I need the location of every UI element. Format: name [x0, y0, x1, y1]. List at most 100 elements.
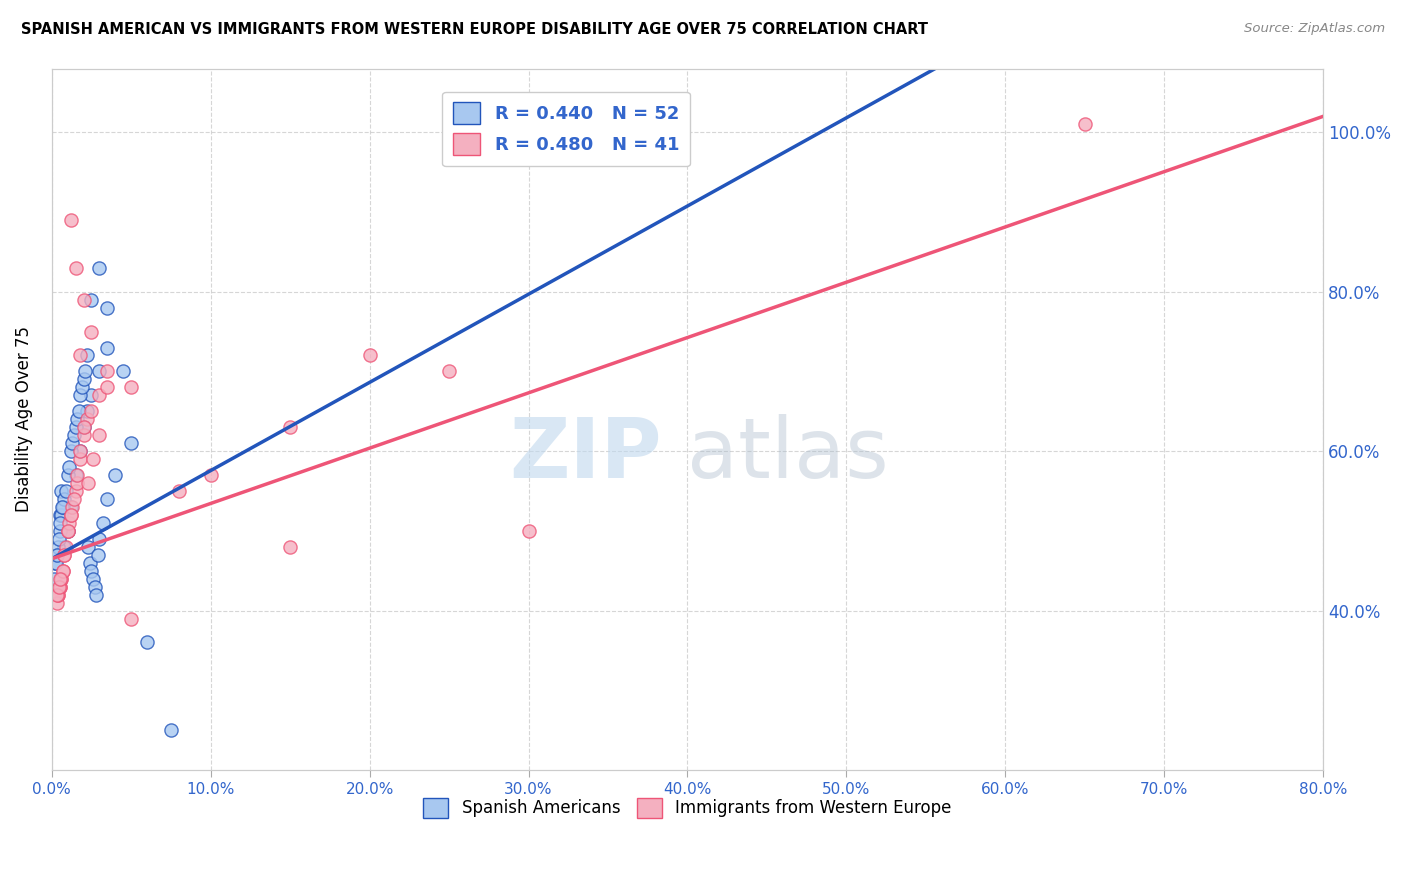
Point [70, 380, 93, 394]
Point [59, 213, 82, 227]
Legend: Spanish Americans, Immigrants from Western Europe: Spanish Americans, Immigrants from Weste… [416, 791, 959, 825]
Point [59, 508, 82, 522]
Point [87, 548, 110, 562]
Point [80, 564, 103, 578]
Point [96, 491, 118, 506]
Point [69, 444, 91, 458]
Point [59, 508, 82, 522]
Point [66, 476, 89, 491]
Point [120, 436, 142, 450]
Point [200, 468, 222, 483]
Point [72, 428, 94, 442]
Point [53, 540, 76, 554]
Point [44, 556, 66, 570]
Point [52, 564, 75, 578]
Point [56, 524, 79, 538]
Point [48, 580, 70, 594]
Point [89, 532, 111, 546]
Point [72, 372, 94, 386]
Point [46, 588, 69, 602]
Point [120, 611, 142, 625]
Point [96, 364, 118, 378]
Point [53, 491, 76, 506]
Point [82, 572, 104, 586]
Point [82, 452, 104, 467]
Point [51, 508, 73, 522]
Point [517, 524, 540, 538]
Point [77, 540, 100, 554]
Point [45, 596, 67, 610]
Point [83, 580, 105, 594]
Point [48, 508, 70, 522]
Point [62, 436, 84, 450]
Point [59, 444, 82, 458]
Point [75, 364, 97, 378]
Point [65, 468, 87, 483]
Point [69, 452, 91, 467]
Point [51, 483, 73, 498]
Point [63, 428, 86, 442]
Point [120, 380, 142, 394]
Point [53, 548, 76, 562]
Y-axis label: Disability Age Over 75: Disability Age Over 75 [15, 326, 32, 512]
Point [84, 588, 107, 602]
Point [76, 412, 98, 426]
Point [51, 500, 73, 514]
Point [80, 293, 103, 307]
Point [80, 388, 103, 402]
Point [56, 524, 79, 538]
Point [91, 516, 114, 530]
Point [52, 564, 75, 578]
Point [51, 572, 73, 586]
Point [72, 420, 94, 434]
Point [44, 572, 66, 586]
Point [80, 404, 103, 418]
Point [46, 588, 69, 602]
Point [48, 524, 70, 538]
Point [167, 483, 190, 498]
Point [72, 420, 94, 434]
Point [65, 420, 87, 434]
Text: atlas: atlas [688, 414, 889, 495]
Point [89, 260, 111, 275]
Point [77, 476, 100, 491]
Point [45, 548, 67, 562]
Point [53, 548, 76, 562]
Point [56, 468, 79, 483]
Point [160, 723, 183, 738]
Point [96, 380, 118, 394]
Point [55, 483, 77, 498]
Point [278, 420, 301, 434]
Point [136, 635, 159, 649]
Point [66, 468, 89, 483]
Point [48, 580, 70, 594]
Point [79, 556, 101, 570]
Point [56, 524, 79, 538]
Point [52, 500, 75, 514]
Text: Source: ZipAtlas.com: Source: ZipAtlas.com [1244, 22, 1385, 36]
Point [66, 412, 89, 426]
Point [58, 460, 80, 475]
Point [89, 428, 111, 442]
Point [65, 260, 87, 275]
Point [59, 500, 82, 514]
Point [89, 364, 111, 378]
Point [58, 516, 80, 530]
Point [112, 364, 135, 378]
Point [48, 580, 70, 594]
Point [45, 556, 67, 570]
Point [46, 548, 69, 562]
Point [76, 404, 98, 418]
Point [62, 500, 84, 514]
Point [49, 516, 72, 530]
Point [51, 572, 73, 586]
Point [55, 540, 77, 554]
Point [69, 444, 91, 458]
Point [67, 404, 90, 418]
Point [89, 388, 111, 402]
Point [72, 293, 94, 307]
Point [76, 349, 98, 363]
Point [1074, 117, 1097, 131]
Point [48, 532, 70, 546]
Point [278, 540, 301, 554]
